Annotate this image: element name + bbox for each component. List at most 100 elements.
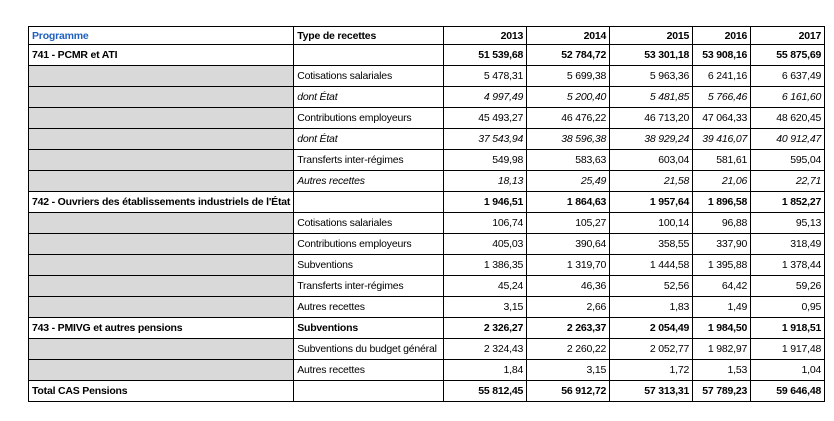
empty-cell (293, 380, 445, 402)
value-cell: 1 917,48 (750, 338, 826, 360)
type-cell: Autres recettes (293, 296, 445, 318)
value-cell: 51 539,68 (443, 44, 528, 66)
value-cell: 390,64 (526, 233, 611, 255)
value-cell: 1 918,51 (750, 317, 826, 339)
header-cell: 2016 (692, 26, 752, 45)
table-row: 743 - PMIVG et autres pensions Subvention… (27, 317, 826, 339)
type-cell: Transferts inter-régimes (293, 275, 445, 297)
table-row: Subventions du budget général 2 324,43 2 2… (27, 338, 826, 360)
header-cell: Programme (27, 26, 295, 45)
value-cell: 1 896,58 (692, 191, 752, 213)
table-wrap: Programme Type de recettes 2013 2014 2015 201… (27, 26, 826, 402)
value-cell: 5 699,38 (526, 65, 611, 87)
value-cell: 1 864,63 (526, 191, 611, 213)
empty-cell (27, 86, 295, 108)
table-body: Programme Type de recettes 2013 2014 2015 201… (27, 26, 826, 402)
value-cell: 96,88 (692, 212, 752, 234)
value-cell: 47 064,33 (692, 107, 752, 129)
empty-cell (27, 128, 295, 150)
table-row: Autres recettes 3,15 2,66 1,83 1,49 0,95 (27, 296, 826, 318)
value-cell: 106,74 (443, 212, 528, 234)
value-cell: 38 929,24 (609, 128, 694, 150)
value-cell: 5 963,36 (609, 65, 694, 87)
value-cell: 5 481,85 (609, 86, 694, 108)
table-row: 742 - Ouvriers des établissements indust… (27, 191, 826, 213)
type-cell: Subventions du budget général (293, 338, 445, 360)
value-cell: 52 784,72 (526, 44, 611, 66)
value-cell: 55 812,45 (443, 380, 528, 402)
value-cell: 100,14 (609, 212, 694, 234)
value-cell: 39 416,07 (692, 128, 752, 150)
empty-cell (27, 107, 295, 129)
programme-cell: 741 - PCMR et ATI (27, 44, 295, 66)
value-cell: 549,98 (443, 149, 528, 171)
value-cell: 2 326,27 (443, 317, 528, 339)
value-cell: 2 324,43 (443, 338, 528, 360)
value-cell: 5 200,40 (526, 86, 611, 108)
table-row: Total CAS Pensions 55 812,45 56 912,72 57 3… (27, 380, 826, 402)
header-cell: 2015 (609, 26, 694, 45)
value-cell: 18,13 (443, 170, 528, 192)
header-cell: 2017 (750, 26, 826, 45)
header-cell: Type de recettes (293, 26, 445, 45)
value-cell: 595,04 (750, 149, 826, 171)
type-cell: Autres recettes (293, 170, 445, 192)
value-cell: 1 319,70 (526, 254, 611, 276)
value-cell: 3,15 (526, 359, 611, 381)
value-cell: 3,15 (443, 296, 528, 318)
value-cell: 40 912,47 (750, 128, 826, 150)
empty-cell (27, 359, 295, 381)
header-cell: 2014 (526, 26, 611, 45)
value-cell: 64,42 (692, 275, 752, 297)
value-cell: 1 378,44 (750, 254, 826, 276)
table-row: Autres recettes 18,13 25,49 21,58 21,06 22,71 (27, 170, 826, 192)
table-row: Subventions 1 386,35 1 319,70 1 444,58 1 395… (27, 254, 826, 276)
value-cell: 59 646,48 (750, 380, 826, 402)
table-row: Contributions employeurs 405,03 390,64 358,… (27, 233, 826, 255)
empty-cell (27, 149, 295, 171)
empty-cell (27, 338, 295, 360)
value-cell: 52,56 (609, 275, 694, 297)
value-cell: 337,90 (692, 233, 752, 255)
table-row: dont État 37 543,94 38 596,38 38 929,24 39 4… (27, 128, 826, 150)
value-cell: 46 713,20 (609, 107, 694, 129)
value-cell: 22,71 (750, 170, 826, 192)
value-cell: 37 543,94 (443, 128, 528, 150)
type-cell: Cotisations salariales (293, 212, 445, 234)
value-cell: 1,72 (609, 359, 694, 381)
value-cell: 1 984,50 (692, 317, 752, 339)
value-cell: 1,84 (443, 359, 528, 381)
value-cell: 2 260,22 (526, 338, 611, 360)
header-row: Programme Type de recettes 2013 2014 2015 201… (27, 26, 826, 45)
value-cell: 2 263,37 (526, 317, 611, 339)
value-cell: 1 946,51 (443, 191, 528, 213)
value-cell: 583,63 (526, 149, 611, 171)
value-cell: 1,49 (692, 296, 752, 318)
value-cell: 53 301,18 (609, 44, 694, 66)
value-cell: 1,53 (692, 359, 752, 381)
value-cell: 358,55 (609, 233, 694, 255)
value-cell: 1 395,88 (692, 254, 752, 276)
type-cell: Subventions (293, 254, 445, 276)
value-cell: 1,04 (750, 359, 826, 381)
value-cell: 25,49 (526, 170, 611, 192)
value-cell: 6 161,60 (750, 86, 826, 108)
empty-cell (27, 65, 295, 87)
table-row: Transferts inter-régimes 45,24 46,36 52,56 6… (27, 275, 826, 297)
table-row: Contributions employeurs 45 493,27 46 476,… (27, 107, 826, 129)
type-cell: dont État (293, 128, 445, 150)
table-row: 741 - PCMR et ATI 51 539,68 52 784,72 53 30… (27, 44, 826, 66)
empty-cell (293, 191, 445, 213)
value-cell: 45 493,27 (443, 107, 528, 129)
empty-cell (293, 44, 445, 66)
value-cell: 57 313,31 (609, 380, 694, 402)
value-cell: 1 386,35 (443, 254, 528, 276)
value-cell: 46 476,22 (526, 107, 611, 129)
value-cell: 2,66 (526, 296, 611, 318)
value-cell: 6 241,16 (692, 65, 752, 87)
value-cell: 21,58 (609, 170, 694, 192)
value-cell: 1 982,97 (692, 338, 752, 360)
header-cell: 2013 (443, 26, 528, 45)
value-cell: 1,83 (609, 296, 694, 318)
